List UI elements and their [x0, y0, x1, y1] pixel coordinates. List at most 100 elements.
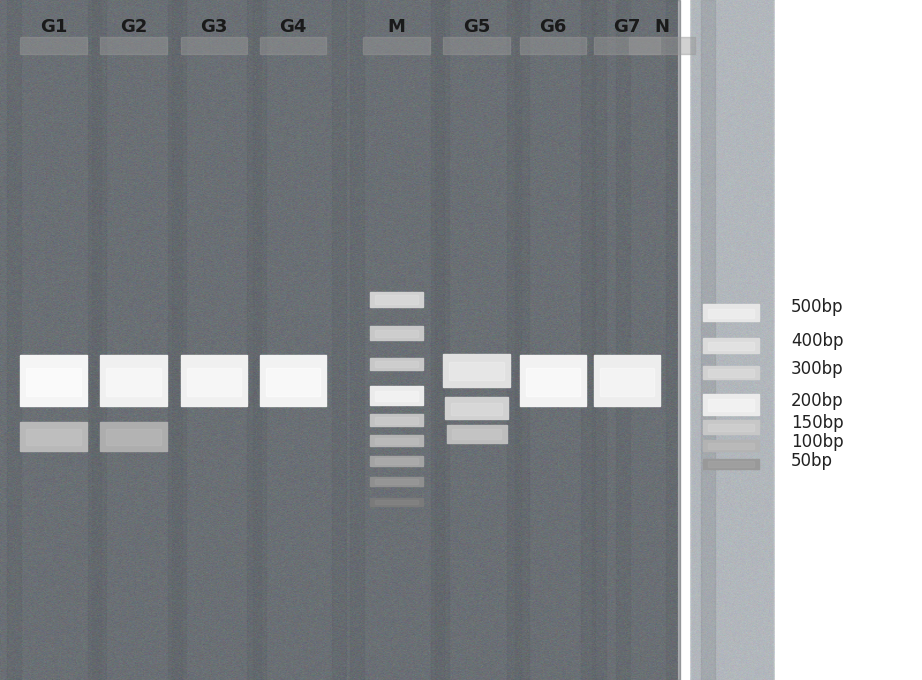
- Bar: [370, 414, 423, 426]
- Text: G5: G5: [463, 18, 491, 36]
- Bar: [520, 37, 586, 54]
- Bar: [374, 438, 419, 444]
- Bar: [708, 461, 754, 466]
- Bar: [599, 368, 655, 396]
- Bar: [703, 366, 759, 379]
- Bar: [374, 391, 419, 401]
- Bar: [260, 37, 326, 54]
- Bar: [370, 435, 423, 446]
- Bar: [451, 403, 502, 415]
- Bar: [701, 0, 715, 680]
- Bar: [592, 0, 606, 680]
- Bar: [708, 341, 754, 350]
- Text: 500bp: 500bp: [791, 299, 844, 316]
- Bar: [266, 368, 321, 396]
- Bar: [703, 304, 759, 321]
- Bar: [374, 500, 419, 505]
- Bar: [168, 0, 182, 680]
- Bar: [0, 0, 678, 680]
- Bar: [370, 498, 423, 506]
- Bar: [106, 368, 161, 396]
- Bar: [370, 477, 423, 486]
- Bar: [374, 479, 419, 484]
- Bar: [374, 458, 419, 464]
- Bar: [594, 37, 660, 54]
- Bar: [703, 420, 759, 434]
- Bar: [370, 456, 423, 466]
- Bar: [435, 0, 449, 680]
- Bar: [100, 355, 167, 407]
- Bar: [100, 422, 167, 451]
- Bar: [774, 0, 922, 680]
- Bar: [690, 0, 774, 680]
- Bar: [708, 369, 754, 377]
- Bar: [708, 424, 754, 431]
- Bar: [629, 37, 695, 54]
- Text: 50bp: 50bp: [791, 452, 833, 470]
- Bar: [678, 0, 690, 680]
- Bar: [26, 368, 81, 396]
- Text: G2: G2: [120, 18, 148, 36]
- Text: G3: G3: [200, 18, 228, 36]
- Bar: [370, 386, 423, 405]
- Bar: [526, 368, 581, 396]
- Text: M: M: [387, 18, 406, 36]
- Bar: [20, 37, 87, 54]
- Bar: [594, 355, 660, 407]
- Bar: [26, 430, 81, 445]
- Bar: [181, 355, 247, 407]
- Bar: [703, 394, 759, 415]
- Bar: [443, 37, 510, 54]
- Text: 200bp: 200bp: [791, 392, 844, 410]
- Bar: [708, 443, 754, 449]
- Bar: [20, 422, 87, 451]
- Bar: [7, 0, 21, 680]
- Bar: [447, 425, 507, 443]
- Bar: [443, 354, 510, 387]
- Text: G6: G6: [539, 18, 567, 36]
- Text: G4: G4: [279, 18, 307, 36]
- Bar: [374, 417, 419, 424]
- Bar: [253, 0, 266, 680]
- Bar: [20, 355, 87, 407]
- Bar: [616, 0, 630, 680]
- Text: N: N: [655, 18, 669, 36]
- Bar: [350, 0, 364, 680]
- Bar: [703, 440, 759, 452]
- Bar: [370, 326, 423, 340]
- Bar: [370, 358, 423, 370]
- Text: 100bp: 100bp: [791, 433, 844, 451]
- Bar: [452, 430, 502, 439]
- Bar: [581, 0, 595, 680]
- Bar: [507, 0, 521, 680]
- Bar: [703, 338, 759, 353]
- Bar: [370, 292, 423, 307]
- Bar: [181, 37, 247, 54]
- Bar: [88, 0, 101, 680]
- Bar: [332, 0, 346, 680]
- Bar: [100, 37, 167, 54]
- Bar: [708, 309, 754, 318]
- Text: 150bp: 150bp: [791, 414, 844, 432]
- Text: G1: G1: [40, 18, 67, 36]
- Bar: [172, 0, 186, 680]
- Bar: [247, 0, 261, 680]
- Bar: [374, 360, 419, 367]
- Bar: [445, 397, 508, 419]
- Bar: [515, 0, 529, 680]
- Bar: [92, 0, 106, 680]
- Bar: [374, 295, 419, 304]
- Bar: [363, 37, 430, 54]
- Bar: [374, 330, 419, 337]
- Text: 300bp: 300bp: [791, 360, 844, 377]
- Bar: [520, 355, 586, 407]
- Bar: [708, 399, 754, 411]
- Bar: [703, 459, 759, 469]
- Text: 400bp: 400bp: [791, 333, 844, 350]
- Bar: [260, 355, 326, 407]
- Bar: [666, 0, 680, 680]
- Bar: [431, 0, 444, 680]
- Text: G7: G7: [613, 18, 641, 36]
- Bar: [449, 362, 504, 380]
- Bar: [186, 368, 242, 396]
